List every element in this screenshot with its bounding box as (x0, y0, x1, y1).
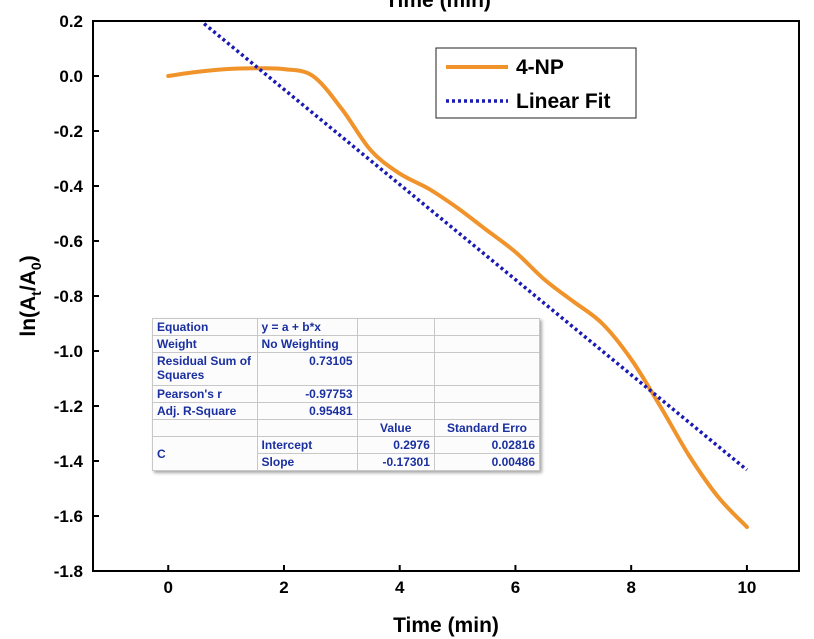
table-cell: y = a + b*x (256, 318, 358, 336)
table-cell: Weight (152, 335, 258, 353)
table-cell: Standard Erro (433, 419, 541, 437)
table-cell (256, 419, 358, 437)
y-tick-label: -1.4 (54, 452, 84, 471)
table-cell (356, 402, 435, 420)
table-cell: Residual Sum of Squares (152, 352, 258, 386)
y-tick-label: 0.2 (59, 12, 83, 31)
table-cell: Equation (152, 318, 258, 336)
table-cell: -0.97753 (256, 385, 358, 403)
table-cell (433, 385, 541, 403)
y-tick-label: -0.8 (54, 287, 83, 306)
legend-label-linear-fit: Linear Fit (516, 90, 611, 113)
table-cell: 0.00486 (433, 453, 541, 471)
y-tick-label: -1.8 (54, 562, 83, 581)
legend-label-4np: 4-NP (516, 56, 564, 79)
y-tick-label: -0.2 (54, 122, 83, 141)
table-cell: Intercept (256, 436, 358, 454)
table-cell: 0.95481 (256, 402, 358, 420)
fit-results-table: Equation y = a + b*x Weight No Weighting Res… (152, 318, 541, 471)
legend-box (435, 47, 637, 119)
y-tick-label: -0.6 (54, 232, 83, 251)
table-cell (152, 419, 258, 437)
y-tick-label: -1.0 (54, 342, 83, 361)
series-line-4np (166, 66, 749, 529)
table-cell: 0.73105 (256, 352, 358, 386)
y-tick-label: -1.2 (54, 397, 83, 416)
x-tick-label: 8 (626, 578, 635, 597)
table-cell: No Weighting (256, 335, 358, 353)
x-axis-title: Time (min) (393, 614, 499, 637)
table-cell: Adj. R-Square (152, 402, 258, 420)
table-cell: 0.02816 (433, 436, 541, 454)
table-cell: Slope (256, 453, 358, 471)
table-cell (433, 335, 541, 353)
table-cell: 0.2976 (356, 436, 435, 454)
table-row: Weight No Weighting (152, 335, 541, 353)
table-row: Slope -0.17301 0.00486 (153, 453, 541, 471)
series-layer (166, 22, 749, 529)
table-cell (356, 352, 435, 386)
table-row: C Intercept 0.2976 0.02816 (152, 436, 541, 471)
y-tick-label: -1.6 (54, 507, 83, 526)
table-row: Pearson's r -0.97753 (152, 385, 541, 403)
table-cell (356, 335, 435, 353)
table-cell (433, 318, 541, 336)
table-row: Residual Sum of Squares 0.73105 (152, 352, 541, 386)
x-tick-label: 0 (163, 578, 172, 597)
legend: 4-NP Linear Fit (435, 47, 637, 119)
x-tick-label: 6 (511, 578, 520, 597)
table-cell: Pearson's r (152, 385, 258, 403)
table-cell (433, 352, 541, 386)
x-tick-label: 10 (737, 578, 756, 597)
y-axis-title: ln(At/A0) (17, 255, 44, 336)
ticks: 0 2 4 6 8 10 0.2 0.0 -0.2 -0.4 -0.6 -0.8 -1.0 -1.2 -1.… (54, 12, 757, 597)
table-cell: Value (356, 419, 435, 437)
table-row: Value Standard Erro (152, 419, 541, 437)
x-tick-label: 2 (279, 578, 288, 597)
table-cell (356, 385, 435, 403)
table-cell: -0.17301 (356, 453, 435, 471)
table-row: Adj. R-Square 0.95481 (152, 402, 541, 420)
x-tick-label: 4 (395, 578, 405, 597)
top-axis-title: Time (min) (385, 0, 491, 12)
table-cell (433, 402, 541, 420)
table-row: Equation y = a + b*x (152, 318, 541, 336)
y-tick-label: -0.4 (54, 177, 84, 196)
y-tick-label: 0.0 (59, 67, 83, 86)
table-cell: C (152, 436, 258, 471)
table-cell (356, 318, 435, 336)
